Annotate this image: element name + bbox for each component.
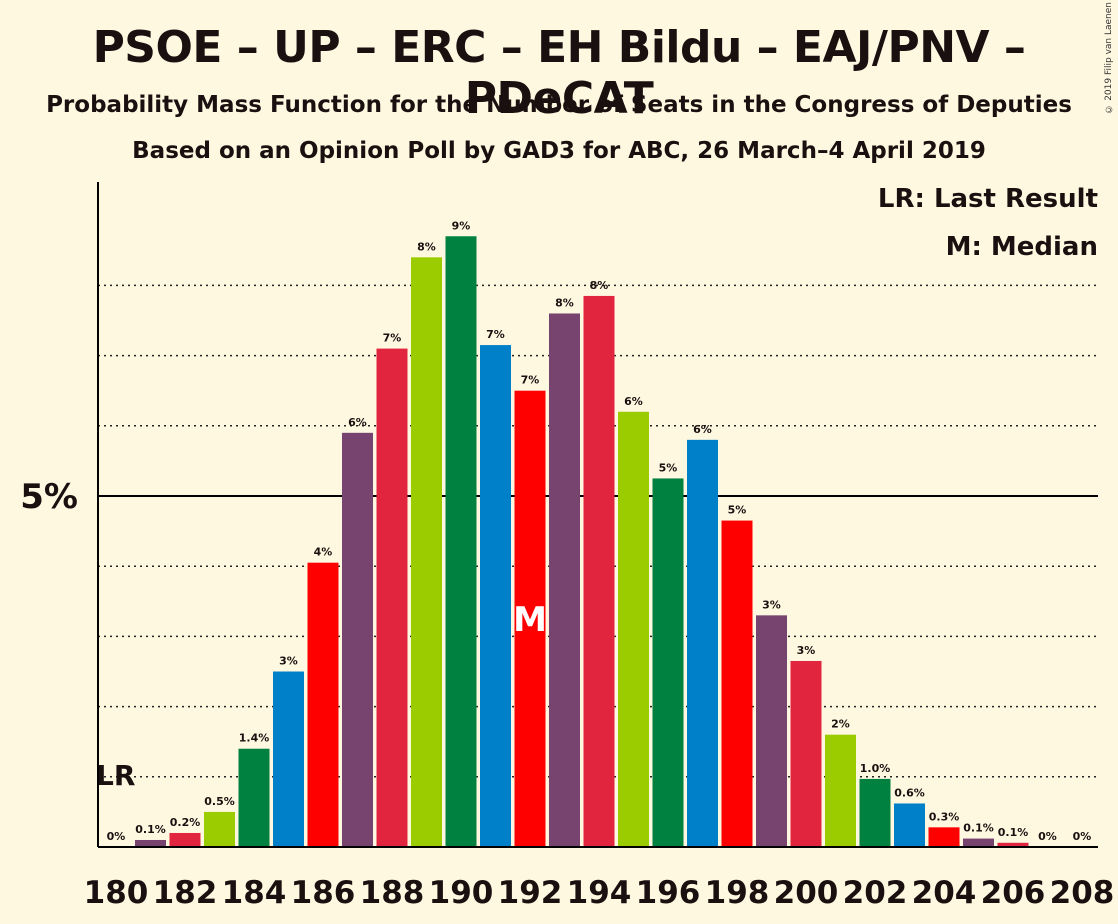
x-tick-label-188: 188 <box>360 875 425 911</box>
bar-195 <box>618 411 649 847</box>
data-label-205: 0.1% <box>963 822 994 835</box>
data-label-202: 1.0% <box>860 762 891 775</box>
bar-205 <box>963 838 994 847</box>
bar-202 <box>859 778 891 847</box>
x-tick-label-200: 200 <box>774 875 839 911</box>
bar-185 <box>273 671 304 847</box>
x-tick-label-202: 202 <box>843 875 908 911</box>
x-tick-label-198: 198 <box>705 875 770 911</box>
data-label-192: 7% <box>521 374 540 387</box>
bar-187 <box>342 432 373 847</box>
data-label-201: 2% <box>831 718 850 731</box>
data-label-197: 6% <box>693 423 712 436</box>
x-tick-label-182: 182 <box>153 875 218 911</box>
bar-183 <box>204 811 235 847</box>
chart-subtitle: Probability Mass Function for the Number… <box>46 92 1072 118</box>
data-label-200: 3% <box>797 644 816 657</box>
data-label-206: 0.1% <box>998 826 1029 839</box>
data-label-208: 0% <box>1073 830 1092 843</box>
data-label-204: 0.3% <box>929 810 960 823</box>
bar-206 <box>997 842 1029 847</box>
data-label-198: 5% <box>728 504 747 517</box>
last-result-marker: LR <box>96 759 135 792</box>
legend-last-result: LR: Last Result <box>877 184 1098 214</box>
data-label-190: 9% <box>452 219 471 232</box>
bar-197 <box>687 439 718 847</box>
bar-194 <box>583 295 615 847</box>
bar-201 <box>825 734 856 847</box>
data-label-186: 4% <box>314 546 333 559</box>
x-tick-label-190: 190 <box>429 875 494 911</box>
x-tick-label-186: 186 <box>291 875 356 911</box>
data-label-196: 5% <box>659 461 678 474</box>
data-label-181: 0.1% <box>135 823 166 836</box>
bar-193 <box>549 313 580 848</box>
bar-189 <box>411 257 442 847</box>
data-label-199: 3% <box>762 598 781 611</box>
bar-182 <box>169 832 201 847</box>
bar-188 <box>376 348 408 847</box>
x-tick-label-194: 194 <box>567 875 632 911</box>
data-label-207: 0% <box>1038 830 1057 843</box>
bar-204 <box>928 827 960 847</box>
x-tick-label-184: 184 <box>222 875 287 911</box>
x-tick-label-208: 208 <box>1050 875 1115 911</box>
data-label-195: 6% <box>624 395 643 408</box>
bar-203 <box>894 803 925 847</box>
bar-191 <box>480 345 511 847</box>
x-tick-label-180: 180 <box>84 875 149 911</box>
x-tick-label-196: 196 <box>636 875 701 911</box>
bar-196 <box>652 478 684 847</box>
data-label-183: 0.5% <box>204 795 235 808</box>
data-label-189: 8% <box>417 240 436 253</box>
data-label-194: 8% <box>590 279 609 292</box>
bar-190 <box>445 236 477 847</box>
bar-198 <box>721 520 753 847</box>
chart-source: Based on an Opinion Poll by GAD3 for ABC… <box>132 138 986 164</box>
bar-184 <box>238 748 270 847</box>
x-tick-label-204: 204 <box>912 875 977 911</box>
chart-title: PSOE – UP – ERC – EH Bildu – EAJ/PNV – P… <box>92 22 1026 124</box>
bar-192 <box>514 390 546 847</box>
data-label-184: 1.4% <box>239 732 270 745</box>
x-tick-label-192: 192 <box>498 875 563 911</box>
bar-181 <box>135 839 166 847</box>
data-label-188: 7% <box>383 332 402 345</box>
data-label-185: 3% <box>279 655 298 668</box>
bar-186 <box>307 562 339 847</box>
data-label-193: 8% <box>555 296 574 309</box>
bar-200 <box>790 660 822 847</box>
data-label-182: 0.2% <box>170 816 201 829</box>
legend-median: M: Median <box>945 232 1098 262</box>
median-marker: M <box>513 600 547 640</box>
x-tick-label-206: 206 <box>981 875 1046 911</box>
data-label-187: 6% <box>348 416 367 429</box>
bar-199 <box>756 615 787 847</box>
data-label-203: 0.6% <box>894 786 925 799</box>
data-label-191: 7% <box>486 328 505 341</box>
y-tick-label: 5% <box>20 477 78 517</box>
data-label-180: 0% <box>107 830 126 843</box>
